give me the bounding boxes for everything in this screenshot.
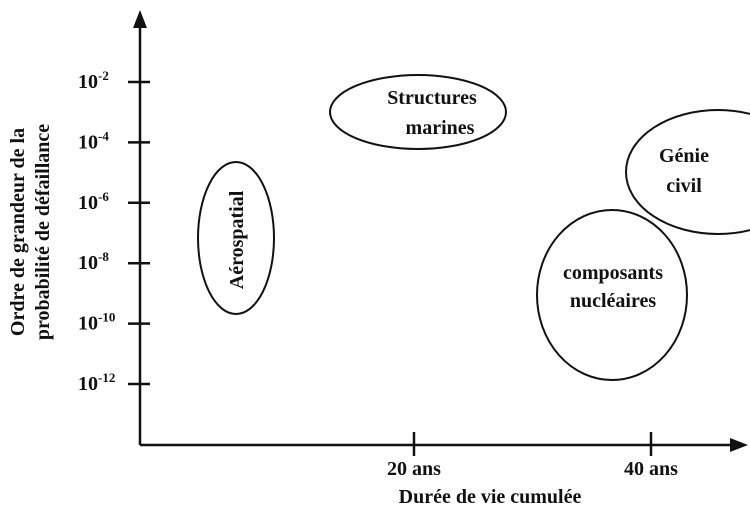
tick-exponent: -2 (98, 68, 109, 83)
region-label: composants (563, 262, 663, 284)
region-label: Aérospatial (226, 190, 248, 289)
tick-base: 10 (78, 131, 98, 153)
region-label: nucléaires (570, 290, 657, 312)
y-tick-label: 10-12 (78, 370, 115, 395)
region-ellipse (197, 161, 275, 315)
tick-base: 10 (78, 71, 98, 93)
region-label: Structures (387, 87, 477, 109)
y-tick-label: 10-6 (78, 189, 109, 214)
region-label: civil (666, 175, 702, 197)
tick-base: 10 (78, 373, 98, 395)
tick-exponent: -6 (98, 189, 109, 204)
x-arrow (730, 438, 748, 452)
region-label: Génie (659, 145, 709, 167)
tick-exponent: -10 (98, 310, 115, 325)
x-tick-label: 20 ans (387, 458, 441, 480)
y-tick-label: 10-4 (78, 128, 109, 153)
tick-base: 10 (78, 313, 98, 335)
y-tick-label: 10-2 (78, 68, 109, 93)
region-label: marines (406, 117, 475, 139)
x-tick-label: 40 ans (624, 458, 678, 480)
region-ellipse (625, 109, 750, 235)
tick-base: 10 (78, 192, 98, 214)
tick-exponent: -8 (98, 249, 109, 264)
tick-base: 10 (78, 252, 98, 274)
tick-exponent: -4 (98, 128, 109, 143)
x-axis-label: Durée de vie cumulée (399, 486, 582, 508)
y-axis-label: probabilité de défaillance (32, 124, 54, 340)
region-ellipse (536, 209, 688, 381)
tick-exponent: -12 (98, 370, 115, 385)
y-tick-label: 10-8 (78, 249, 109, 274)
y-tick-label: 10-10 (78, 310, 115, 335)
y-arrow (133, 10, 147, 28)
region-ellipse (329, 74, 507, 150)
y-axis-label: Ordre de grandeur de la (7, 128, 29, 336)
